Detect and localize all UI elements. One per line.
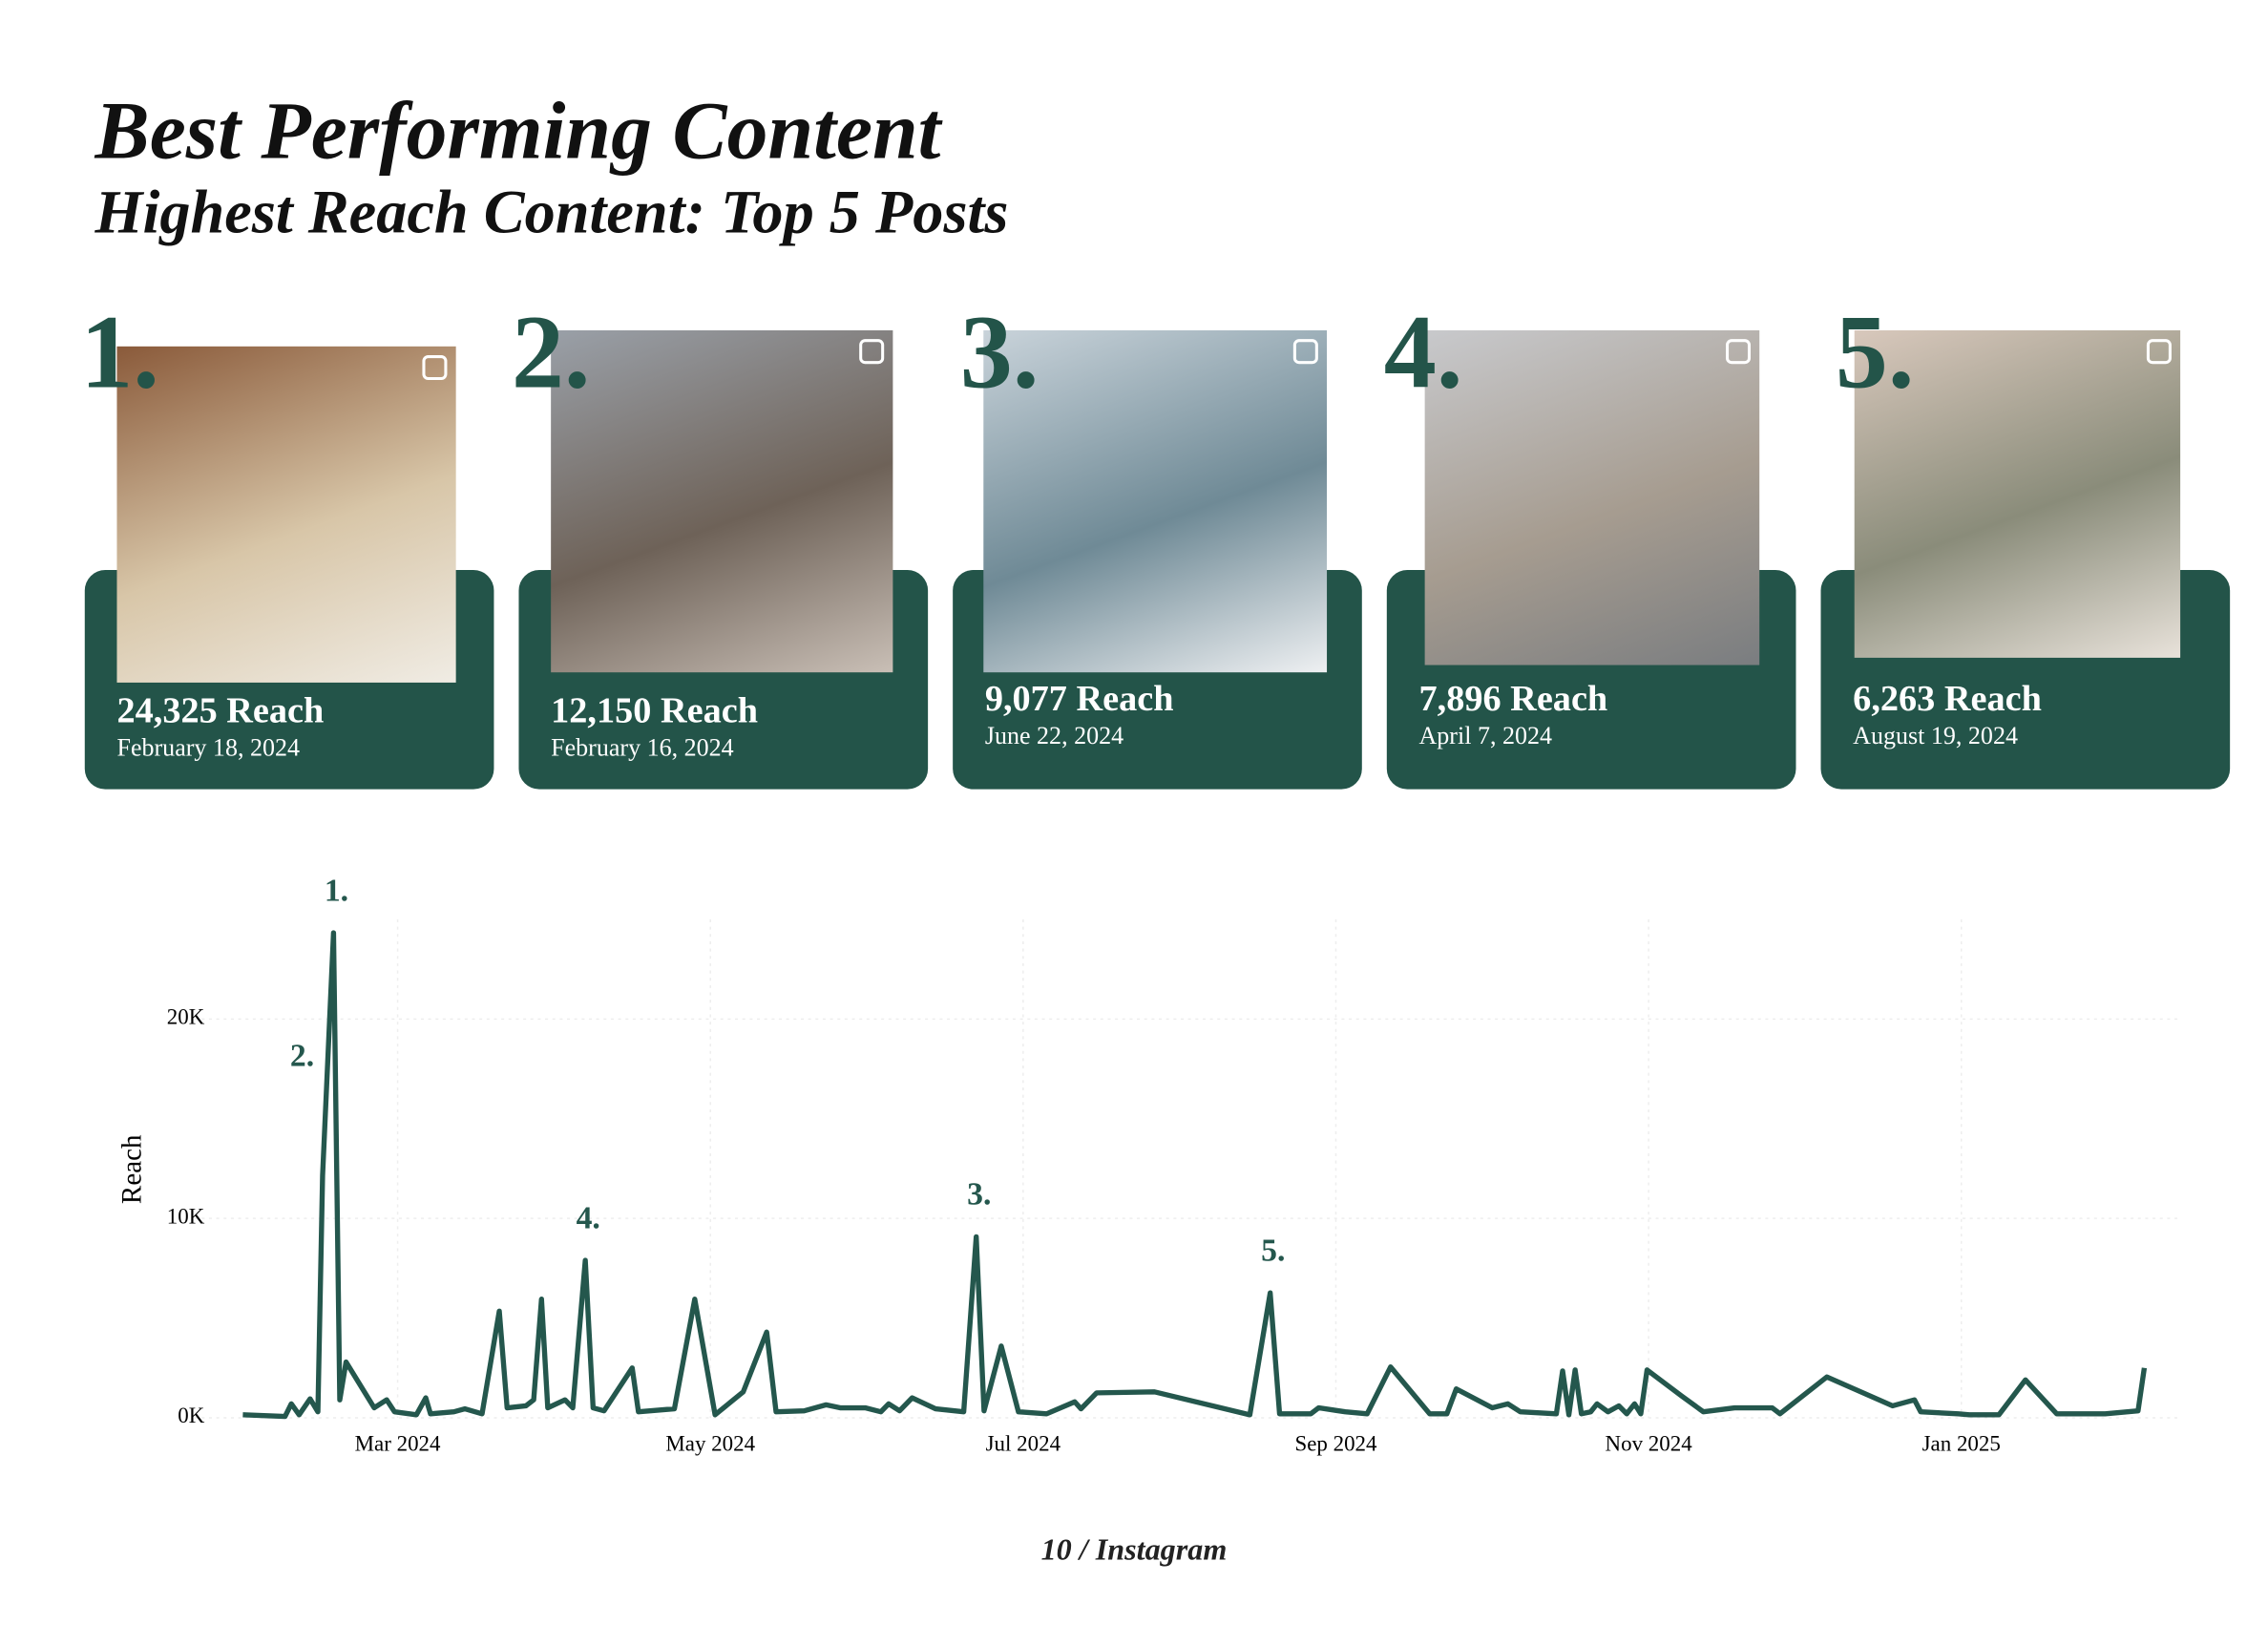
post-reach: 12,150 Reach: [551, 691, 759, 731]
post-rank: 5.: [1835, 293, 1915, 412]
footer: 10 / Instagram: [1040, 1531, 1228, 1568]
post-reach: 7,896 Reach: [1418, 679, 1608, 720]
y-tick-label: 0K: [178, 1403, 204, 1427]
x-tick-label: Jul 2024: [986, 1431, 1061, 1455]
post-image: [1854, 329, 2181, 658]
x-tick-label: May 2024: [665, 1431, 755, 1455]
post-date: February 18, 2024: [116, 733, 301, 762]
title: Best Performing Content: [94, 86, 941, 178]
y-tick-label: 10K: [167, 1204, 205, 1228]
post-image: [116, 346, 456, 683]
post-date: April 7, 2024: [1418, 722, 1553, 750]
post-image: [983, 329, 1328, 673]
y-axis-title: Reach: [117, 1134, 148, 1204]
post-reach: 6,263 Reach: [1853, 679, 2042, 720]
peak-annotation: 5.: [1261, 1234, 1285, 1269]
x-tick-label: Mar 2024: [355, 1431, 441, 1455]
post-rank: 2.: [511, 293, 591, 412]
reel-icon: [2146, 339, 2172, 365]
post-rank: 3.: [959, 293, 1040, 412]
peak-annotation: 1.: [325, 873, 348, 908]
peak-annotation: 4.: [577, 1200, 600, 1235]
post-reach: 24,325 Reach: [116, 691, 325, 731]
subtitle: Highest Reach Content: Top 5 Posts: [94, 179, 1009, 247]
reel-icon: [1725, 339, 1752, 365]
peak-annotation: 2.: [290, 1038, 314, 1073]
reel-icon: [859, 339, 885, 365]
reel-icon: [1292, 339, 1318, 365]
x-tick-label: Sep 2024: [1294, 1431, 1377, 1455]
post-date: August 19, 2024: [1853, 722, 2018, 750]
post-rank: 4.: [1383, 293, 1463, 412]
post-date: February 16, 2024: [551, 733, 734, 762]
post-reach: 9,077 Reach: [984, 679, 1174, 720]
post-image: [1424, 329, 1760, 665]
post-date: June 22, 2024: [984, 722, 1124, 750]
chart: Reach 0K 10K 20K Mar 2024 May 2024 Jul 2024 Se…: [117, 873, 2181, 1455]
x-tick-label: Jan 2025: [1922, 1431, 2001, 1455]
post-rank: 1.: [80, 293, 159, 412]
post-image: [551, 329, 893, 673]
peak-annotation: 3.: [967, 1177, 991, 1213]
x-tick-label: Nov 2024: [1606, 1431, 1693, 1455]
y-tick-label: 20K: [167, 1005, 205, 1029]
reel-icon: [422, 355, 448, 381]
reach-line: [242, 930, 2148, 1420]
